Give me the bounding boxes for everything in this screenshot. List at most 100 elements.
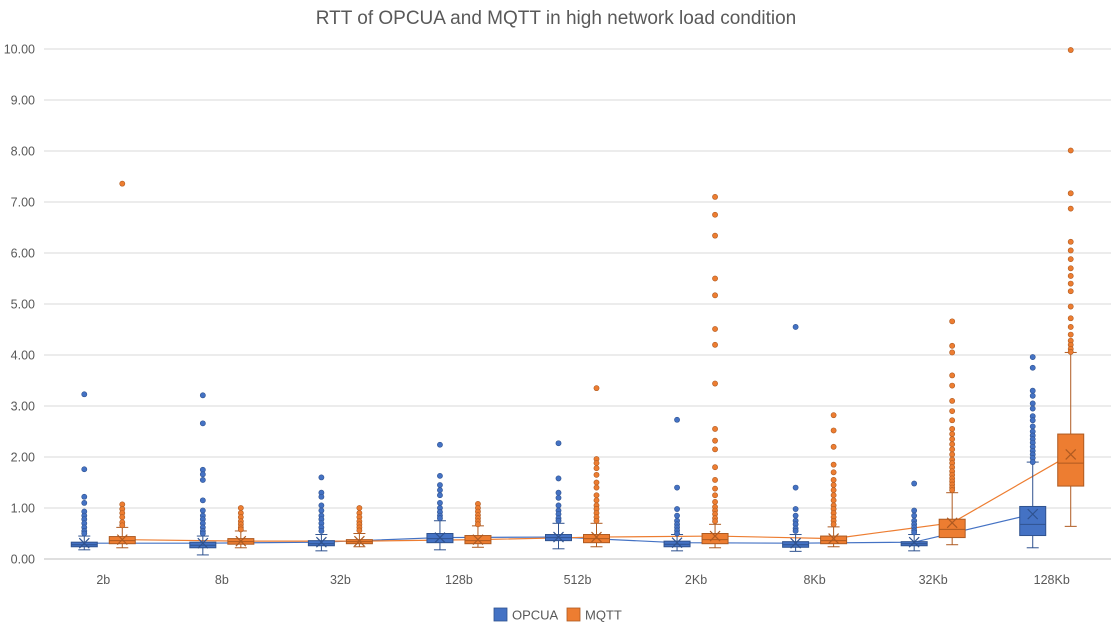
outlier-point-opcua: [318, 528, 325, 534]
box-mqtt: [1057, 433, 1085, 487]
mean-marker-opcua: [553, 531, 564, 543]
y-axis-ticks: 0.00 1.00 2.00 3.00 4.00 5.00 6.00 7.00 8.00 9.00…: [4, 43, 35, 567]
outlier-point-opcua: [911, 529, 918, 536]
legend-swatch-opcua: [493, 607, 508, 622]
legend-label-mqtt: MQTT: [585, 608, 622, 623]
y-tick-label: 9.00: [11, 94, 35, 108]
box-opcua: [1019, 505, 1047, 537]
outlier-point-mqtt: [1067, 190, 1074, 197]
chart-title: RTT of OPCUA and MQTT in high network lo…: [316, 8, 797, 29]
outlier-point-opcua: [199, 477, 206, 483]
mean-marker-mqtt: [472, 534, 484, 546]
y-tick-label: 7.00: [11, 196, 35, 210]
outlier-point-mqtt: [830, 461, 837, 468]
outlier-point-opcua: [1029, 405, 1036, 412]
outlier-point-mqtt: [949, 451, 956, 458]
outlier-point-opcua: [1029, 354, 1036, 360]
mean-marker-opcua: [315, 536, 327, 548]
outlier-point-opcua: [437, 499, 443, 506]
outlier-point-opcua: [911, 480, 918, 487]
outlier-point-opcua: [437, 441, 443, 448]
outlier-point-mqtt: [949, 417, 956, 424]
outlier-point-mqtt: [830, 492, 837, 499]
outlier-point-mqtt: [949, 349, 956, 356]
mean-marker-opcua: [197, 537, 209, 549]
outlier-point-mqtt: [949, 431, 956, 437]
mean-marker-opcua: [434, 532, 446, 544]
outlier-point-opcua: [674, 484, 680, 491]
x-tick-label: 8Kb: [803, 573, 825, 587]
outlier-point-mqtt: [949, 318, 956, 325]
outlier-point-mqtt: [949, 426, 956, 432]
outlier-point-mqtt: [1067, 349, 1074, 355]
mean-marker-opcua: [671, 537, 683, 549]
legend-label-opcua: OPCUA: [512, 608, 559, 623]
outlier-point-mqtt: [593, 471, 600, 478]
mean-marker-mqtt: [116, 534, 128, 546]
outlier-point-opcua: [199, 471, 206, 478]
outlier-point-mqtt: [830, 497, 837, 504]
x-tick-label: 32b: [330, 573, 351, 587]
outlier-point-mqtt: [1067, 280, 1074, 287]
outlier-point-opcua: [318, 474, 325, 481]
outlier-point-mqtt: [1067, 247, 1074, 254]
outlier-point-mqtt: [237, 505, 244, 511]
outlier-point-opcua: [555, 502, 562, 509]
y-tick-label: 3.00: [11, 400, 35, 414]
outlier-point-mqtt: [830, 443, 837, 450]
outlier-point-opcua: [81, 499, 88, 506]
x-tick-label: 2Kb: [685, 573, 707, 587]
mean-marker-mqtt: [353, 535, 365, 547]
outlier-point-opcua: [1029, 364, 1036, 371]
outlier-point-opcua: [81, 493, 88, 500]
outlier-point-mqtt: [712, 193, 718, 200]
gridlines: [44, 48, 1111, 560]
outlier-point-opcua: [792, 506, 799, 512]
outlier-point-opcua: [674, 506, 680, 512]
outlier-point-mqtt: [593, 497, 600, 504]
outlier-point-mqtt: [593, 385, 600, 392]
outlier-point-mqtt: [475, 521, 481, 528]
outlier-point-mqtt: [119, 522, 126, 529]
outlier-point-mqtt: [712, 492, 718, 499]
outlier-point-mqtt: [712, 498, 718, 505]
outlier-point-opcua: [1029, 387, 1036, 394]
mean-marker-opcua: [1027, 508, 1039, 520]
outlier-point-mqtt: [712, 275, 718, 282]
box-mqtt: [701, 533, 729, 545]
outlier-point-opcua: [81, 466, 88, 473]
outlier-point-mqtt: [712, 380, 718, 387]
outlier-point-mqtt: [593, 479, 600, 486]
mean-marker-opcua: [790, 537, 802, 549]
legend: OPCUA MQTT: [493, 607, 622, 623]
outlier-point-opcua: [1029, 459, 1036, 465]
outlier-point-mqtt: [1067, 273, 1074, 279]
outlier-point-opcua: [555, 517, 562, 524]
box-mqtt: [938, 518, 966, 539]
outlier-point-opcua: [792, 512, 799, 519]
outlier-point-opcua: [911, 512, 918, 519]
outlier-point-opcua: [555, 440, 562, 447]
outlier-point-mqtt: [712, 446, 718, 453]
outlier-point-mqtt: [830, 482, 837, 488]
outlier-point-mqtt: [712, 341, 718, 348]
mean-marker-mqtt: [828, 533, 840, 545]
outlier-point-mqtt: [1067, 288, 1074, 295]
outlier-point-mqtt: [830, 477, 837, 483]
outlier-point-opcua: [199, 497, 206, 504]
outlier-point-mqtt: [712, 485, 718, 492]
outlier-point-opcua: [318, 493, 325, 500]
x-tick-label: 512b: [564, 573, 592, 587]
mean-marker-mqtt: [591, 531, 602, 543]
box-opcua: [307, 540, 335, 547]
outlier-point-opcua: [199, 420, 206, 427]
outlier-point-opcua: [555, 489, 562, 496]
outlier-point-opcua: [437, 482, 443, 488]
outlier-point-mqtt: [712, 326, 718, 332]
outlier-point-mqtt: [949, 436, 956, 443]
outlier-point-opcua: [555, 494, 562, 501]
x-tick-label: 128Kb: [1034, 573, 1070, 587]
y-tick-label: 10.00: [4, 43, 35, 57]
outlier-point-mqtt: [830, 427, 837, 434]
